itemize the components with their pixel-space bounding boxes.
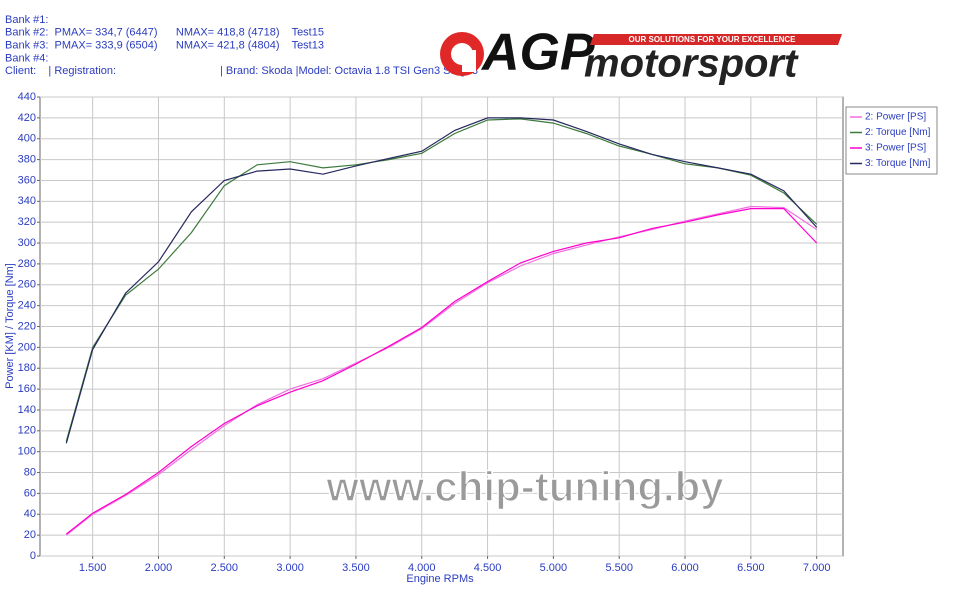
logo-main: AGP [480,24,595,82]
y-tick-label: 20 [24,529,36,541]
y-tick-label: 160 [18,383,36,395]
y-tick-label: 0 [30,550,36,562]
header-line: Bank #4: [5,52,48,64]
series-line [65,208,818,535]
header-line: Bank #1: [5,14,48,26]
logo-slogan: OUR SOLUTIONS FOR YOUR EXCELLENCE [629,35,797,44]
header-line: Bank #2: PMAX= 334,7 (6447) NMAX= 418,8 … [5,27,324,39]
y-tick-label: 120 [18,425,36,437]
watermark: www.chip-tuning.by [325,463,724,510]
x-tick-label: 6.000 [671,562,699,574]
x-tick-label: 5.500 [605,562,633,574]
x-tick-label: 6.500 [737,562,765,574]
y-tick-label: 440 [18,91,36,103]
y-tick-label: 200 [18,341,36,353]
y-axis-label: Power [KM] / Torque [Nm] [4,263,16,389]
y-tick-label: 260 [18,279,36,291]
x-tick-label: 1.500 [79,562,107,574]
y-tick-label: 40 [24,508,36,520]
y-tick-label: 60 [24,487,36,499]
y-tick-label: 320 [18,216,36,228]
logo-cut [462,50,476,72]
x-axis-label: Engine RPMs [406,573,474,585]
y-tick-label: 280 [18,258,36,270]
x-tick-label: 7.000 [803,562,831,574]
series-line [65,117,818,444]
lines [65,117,818,536]
header-line: Client: | Registration: | Brand: Skoda |… [5,65,478,77]
series-line [65,205,818,536]
x-tick-label: 2.500 [211,562,239,574]
y-tick-label: 140 [18,404,36,416]
grid: 0 20 40 60 80 100 120 140 160 180 200 220 240 260 280 3… [18,91,843,574]
legend-items: 2: Power [PS] 2: Torque [Nm] 3: Power [PS]… [850,112,931,169]
y-tick-label: 240 [18,300,36,312]
y-tick-label: 420 [18,112,36,124]
x-tick-label: 3.000 [276,562,304,574]
legend-label: 3: Torque [Nm] [865,158,931,169]
logo-bar [590,34,842,45]
x-tick-label: 4.000 [408,562,436,574]
y-tick-label: 340 [18,195,36,207]
logo: AGP OUR SOLUTIONS FOR YOUR EXCELLENCE mo… [440,24,842,86]
y-tick-label: 220 [18,320,36,332]
series-line [65,118,818,442]
legend-label: 2: Torque [Nm] [865,127,931,138]
x-tick-label: 4.500 [474,562,502,574]
logo-sub: motorsport [584,42,799,86]
y-tick-label: 380 [18,153,36,165]
x-tick-label: 5.000 [540,562,568,574]
y-tick-label: 180 [18,362,36,374]
legend-label: 3: Power [PS] [865,143,926,154]
y-tick-label: 100 [18,446,36,458]
header-line: Bank #3: PMAX= 333,9 (6504) NMAX= 421,8 … [5,40,324,52]
x-tick-label: 3.500 [342,562,370,574]
y-tick-label: 360 [18,174,36,186]
y-tick-label: 400 [18,133,36,145]
x-tick-label: 2.000 [145,562,173,574]
header: Bank #1:Bank #2: PMAX= 334,7 (6447) NMAX… [5,14,478,77]
legend-label: 2: Power [PS] [865,112,926,123]
y-tick-label: 80 [24,466,36,478]
y-tick-label: 300 [18,237,36,249]
